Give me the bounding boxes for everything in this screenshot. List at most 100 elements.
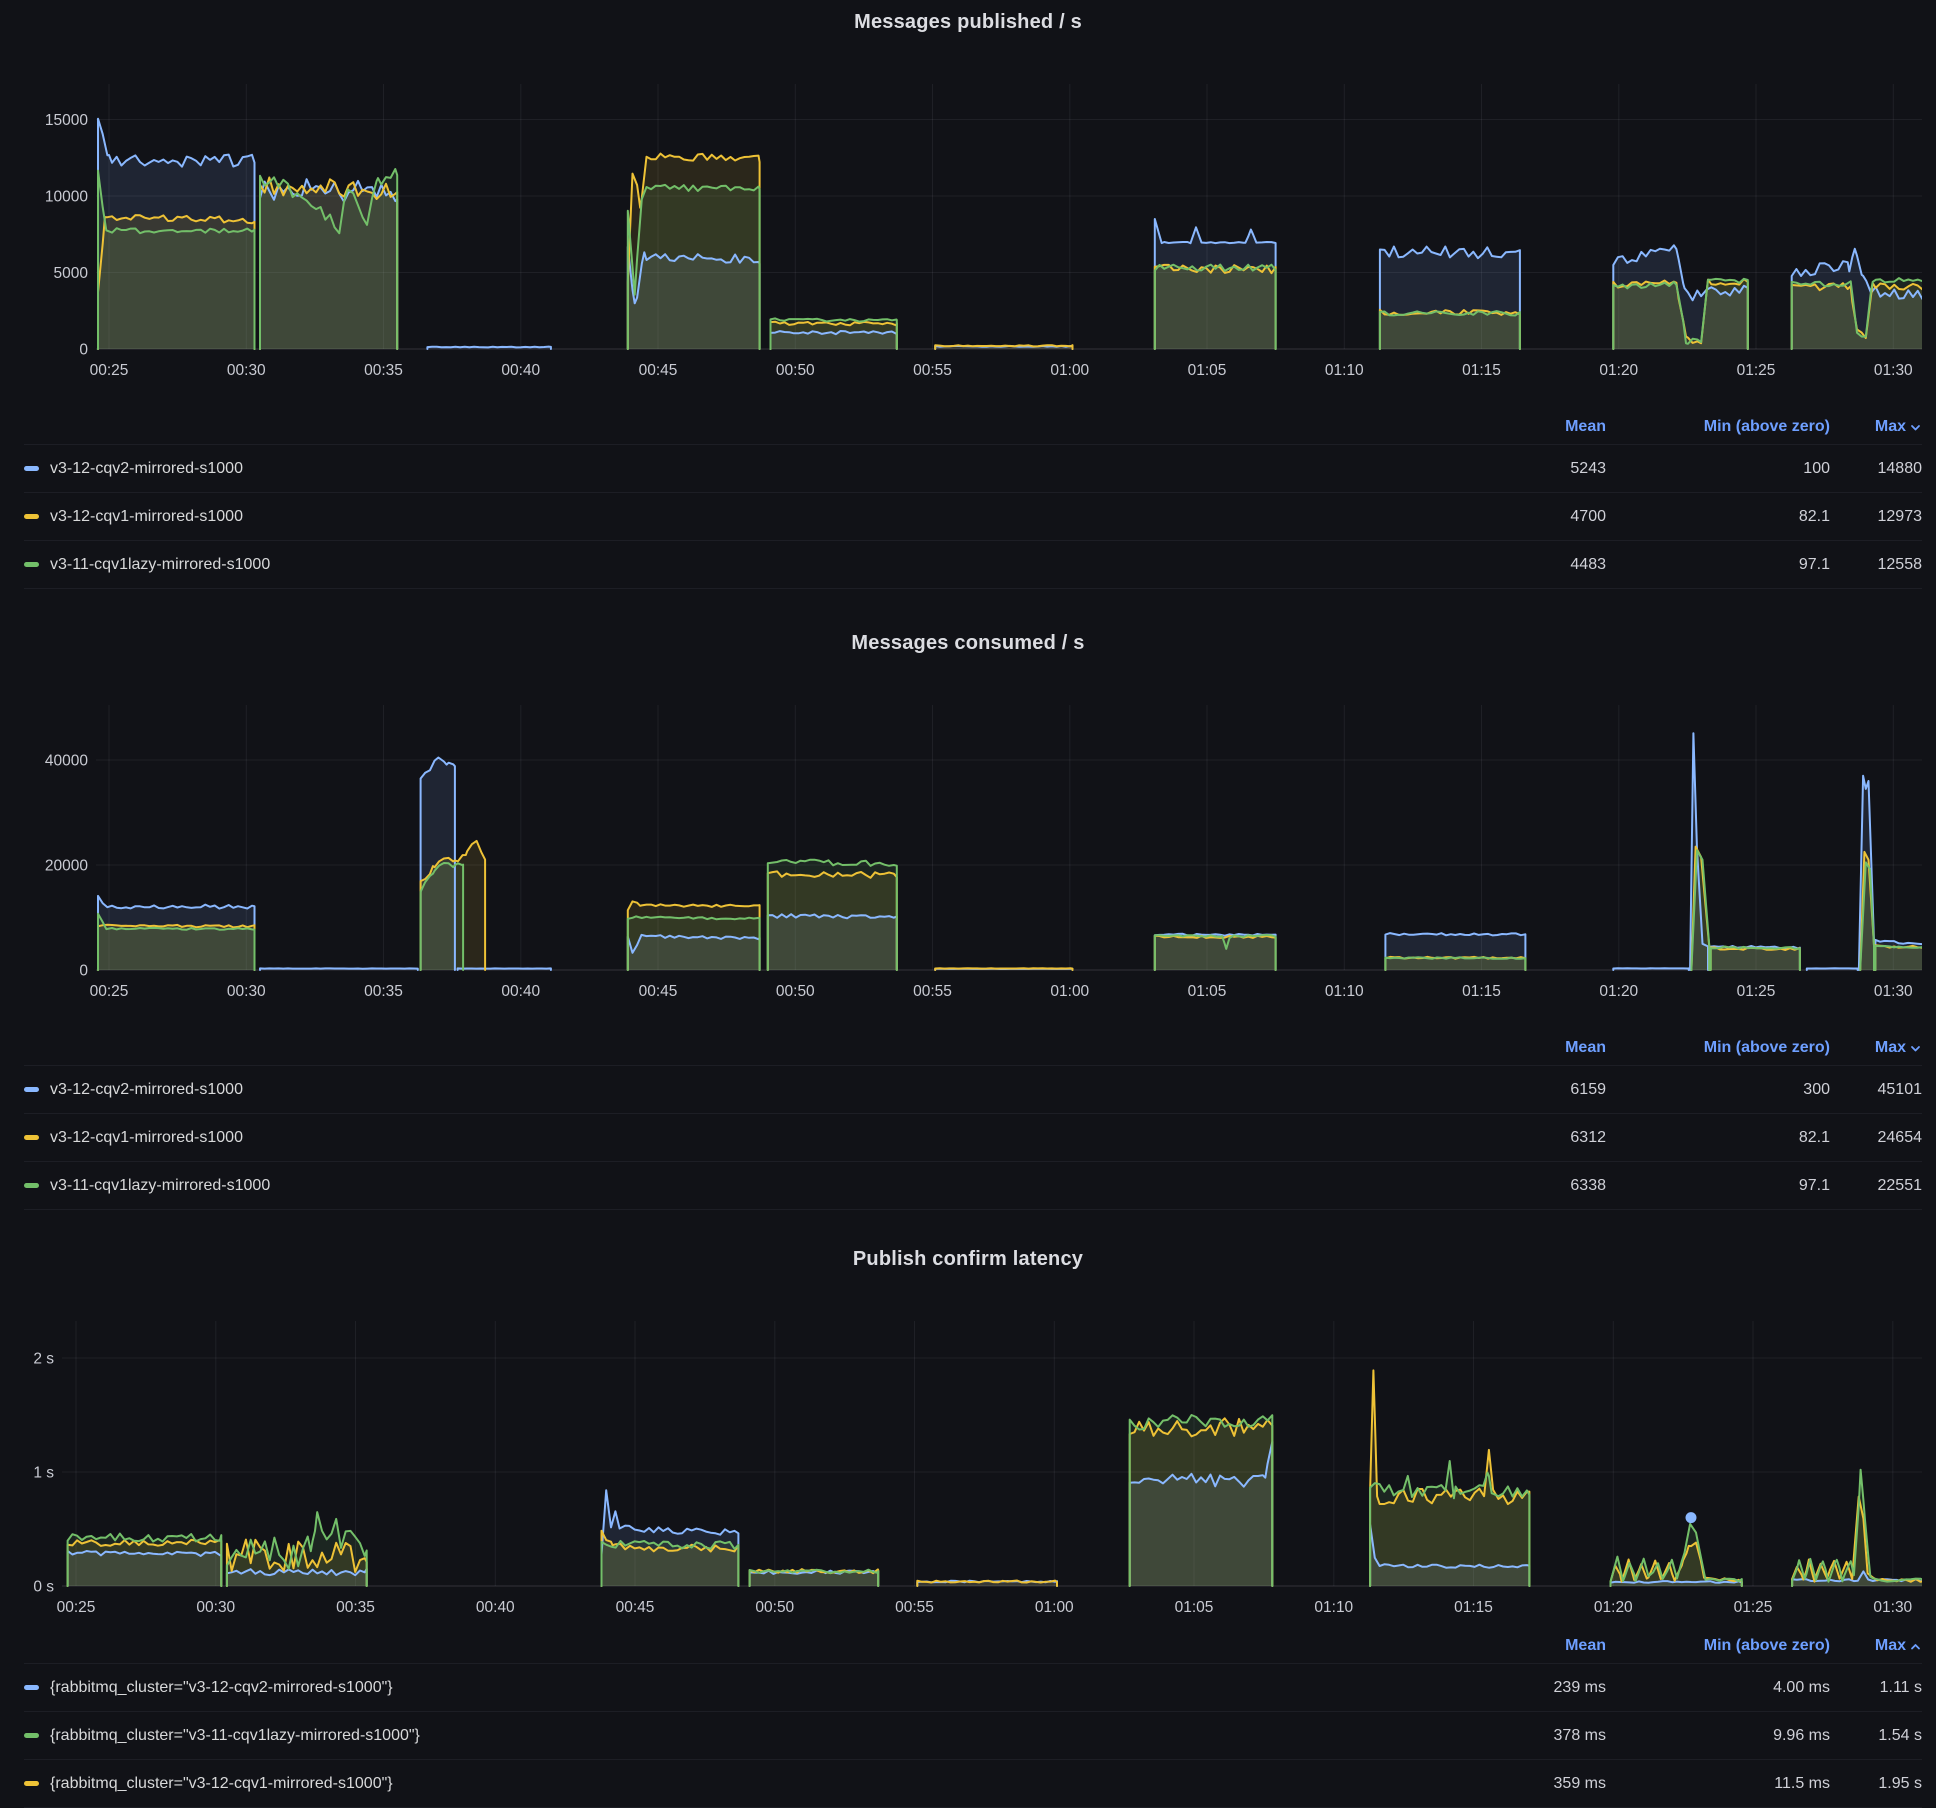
legend-series-swatch[interactable] <box>24 562 39 567</box>
legend-max-value: 45101 <box>1877 1080 1923 1098</box>
svg-text:5000: 5000 <box>54 265 89 282</box>
legend-series-swatch[interactable] <box>24 1087 39 1092</box>
legend: Mean Min (above zero) Max v3-12-cqv2-mir… <box>0 410 1936 589</box>
sort-caret-down-icon <box>1911 1045 1920 1051</box>
panel-title[interactable]: Messages consumed / s <box>851 632 1085 654</box>
legend-col-mean[interactable]: Mean <box>1456 1637 1606 1655</box>
legend-mean-value: 5243 <box>1570 459 1606 477</box>
svg-text:01:10: 01:10 <box>1314 1599 1353 1616</box>
legend-mean-value: 359 ms <box>1553 1774 1606 1792</box>
legend-series-swatch[interactable] <box>24 514 39 519</box>
svg-text:00:30: 00:30 <box>227 362 266 379</box>
svg-text:00:55: 00:55 <box>895 1599 934 1616</box>
legend-rows: {rabbitmq_cluster="v3-12-cqv2-mirrored-s… <box>24 1664 1922 1808</box>
panel-publish-confirm-latency: Publish confirm latency 0 s 1 s 2 s 00:25 00… <box>0 1237 1936 1808</box>
time-series-chart[interactable]: 0 s1 s2 s00:25 00:30 00:35 00:40 00:45 00:50 0… <box>0 1281 1936 1629</box>
svg-text:01:05: 01:05 <box>1188 362 1227 379</box>
legend-col-mean[interactable]: Mean <box>1456 418 1606 436</box>
svg-text:20000: 20000 <box>45 858 88 875</box>
legend-series-label[interactable]: v3-12-cqv2-mirrored-s1000 <box>50 459 243 477</box>
legend-row: v3-11-cqv1lazy-mirrored-s1000 4483 97.1 125… <box>24 541 1922 589</box>
legend-col-max[interactable]: Max <box>1830 1039 1922 1057</box>
x-axis-labels: 00:25 00:30 00:35 00:40 00:45 00:50 00:55 01:00… <box>90 983 1913 1000</box>
legend-series-swatch[interactable] <box>24 1183 39 1188</box>
y-axis-labels: 0 20000 40000 <box>45 753 88 980</box>
time-series-chart[interactable]: 0 5000 10000 15000 00:25 00:30 00:35 00:40 00:45… <box>0 44 1936 392</box>
legend-mean-value: 6159 <box>1570 1080 1606 1098</box>
svg-text:01:20: 01:20 <box>1594 1599 1633 1616</box>
legend-min-value: 82.1 <box>1798 1128 1830 1146</box>
legend-col-mean[interactable]: Mean <box>1456 1039 1606 1057</box>
x-axis-labels: 00:25 00:30 00:35 00:40 00:45 00:50 00:55 01:00… <box>90 362 1913 379</box>
legend-col-max[interactable]: Max <box>1830 418 1922 436</box>
panel-messages-published: Messages published / s 0 5000 10000 15000 00… <box>0 0 1936 589</box>
svg-text:00:25: 00:25 <box>57 1599 96 1616</box>
legend: Mean Min (above zero) Max v3-12-cqv2-mir… <box>0 1031 1936 1210</box>
svg-text:00:35: 00:35 <box>364 983 403 1000</box>
legend-series-label[interactable]: v3-11-cqv1lazy-mirrored-s1000 <box>50 1176 271 1194</box>
legend-mean-value: 6312 <box>1570 1128 1606 1146</box>
legend-max-value: 1.95 s <box>1878 1774 1922 1792</box>
panel-messages-consumed: Messages consumed / s 0 20000 40000 00:25 00… <box>0 621 1936 1210</box>
gridlines <box>96 705 1922 971</box>
svg-text:01:30: 01:30 <box>1874 362 1913 379</box>
series-area <box>66 1369 1922 1587</box>
svg-text:0: 0 <box>79 963 88 980</box>
legend-col-max[interactable]: Max <box>1830 1637 1922 1655</box>
legend-col-min[interactable]: Min (above zero) <box>1606 1039 1830 1057</box>
legend-mean-value: 6338 <box>1570 1176 1606 1194</box>
svg-text:00:25: 00:25 <box>90 362 129 379</box>
svg-text:00:50: 00:50 <box>776 983 815 1000</box>
legend-min-value: 97.1 <box>1798 555 1830 573</box>
svg-text:01:25: 01:25 <box>1737 362 1776 379</box>
legend-series-swatch[interactable] <box>24 1781 39 1786</box>
time-series-chart[interactable]: 0 20000 40000 00:25 00:30 00:35 00:40 00:45 00:5… <box>0 665 1936 1013</box>
legend-min-value: 82.1 <box>1798 507 1830 525</box>
legend-mean-value: 239 ms <box>1553 1678 1606 1696</box>
svg-text:0: 0 <box>79 342 88 359</box>
svg-text:2 s: 2 s <box>33 1351 54 1368</box>
legend-series-label[interactable]: v3-12-cqv1-mirrored-s1000 <box>50 507 243 525</box>
legend-series-swatch[interactable] <box>24 1685 39 1690</box>
legend-mean-value: 4700 <box>1570 507 1606 525</box>
legend-row: v3-12-cqv1-mirrored-s1000 6312 82.1 24654 <box>24 1114 1922 1162</box>
svg-text:01:15: 01:15 <box>1462 983 1501 1000</box>
legend-min-value: 97.1 <box>1798 1176 1830 1194</box>
gridlines <box>96 84 1922 350</box>
svg-text:00:45: 00:45 <box>616 1599 655 1616</box>
legend-max-value: 24654 <box>1877 1128 1923 1146</box>
svg-text:00:50: 00:50 <box>776 362 815 379</box>
legend-series-swatch[interactable] <box>24 466 39 471</box>
legend-series-label[interactable]: {rabbitmq_cluster="v3-12-cqv1-mirrored-s… <box>50 1774 393 1792</box>
legend-max-value: 1.11 s <box>1879 1678 1922 1696</box>
legend-min-value: 300 <box>1803 1080 1830 1098</box>
legend-max-value: 12558 <box>1877 555 1923 573</box>
svg-text:01:30: 01:30 <box>1873 1599 1912 1616</box>
legend-min-value: 100 <box>1803 459 1830 477</box>
svg-text:00:55: 00:55 <box>913 983 952 1000</box>
legend-row: {rabbitmq_cluster="v3-12-cqv1-mirrored-s… <box>24 1760 1922 1808</box>
svg-text:1 s: 1 s <box>33 1465 54 1482</box>
svg-text:00:30: 00:30 <box>227 983 266 1000</box>
panel-title[interactable]: Publish confirm latency <box>852 1248 1084 1270</box>
legend-series-label[interactable]: v3-12-cqv2-mirrored-s1000 <box>50 1080 243 1098</box>
svg-text:0 s: 0 s <box>33 1579 54 1596</box>
point-marker <box>1685 1512 1697 1524</box>
legend-series-label[interactable]: v3-12-cqv1-mirrored-s1000 <box>50 1128 243 1146</box>
legend-col-min[interactable]: Min (above zero) <box>1606 1637 1830 1655</box>
legend-col-min[interactable]: Min (above zero) <box>1606 418 1830 436</box>
legend-series-swatch[interactable] <box>24 1135 39 1140</box>
svg-text:00:40: 00:40 <box>501 362 540 379</box>
legend-max-value: 22551 <box>1877 1176 1923 1194</box>
svg-text:15000: 15000 <box>45 112 88 129</box>
legend-series-swatch[interactable] <box>24 1733 39 1738</box>
legend-series-label[interactable]: {rabbitmq_cluster="v3-11-cqv1lazy-mirror… <box>50 1726 420 1744</box>
svg-text:00:35: 00:35 <box>336 1599 375 1616</box>
panel-title[interactable]: Messages published / s <box>854 11 1082 33</box>
legend-series-label[interactable]: v3-11-cqv1lazy-mirrored-s1000 <box>50 555 271 573</box>
legend-header: Mean Min (above zero) Max <box>24 410 1922 445</box>
legend-series-label[interactable]: {rabbitmq_cluster="v3-12-cqv2-mirrored-s… <box>50 1678 393 1696</box>
svg-text:01:25: 01:25 <box>1734 1599 1773 1616</box>
svg-text:00:45: 00:45 <box>639 983 678 1000</box>
svg-text:00:40: 00:40 <box>476 1599 515 1616</box>
